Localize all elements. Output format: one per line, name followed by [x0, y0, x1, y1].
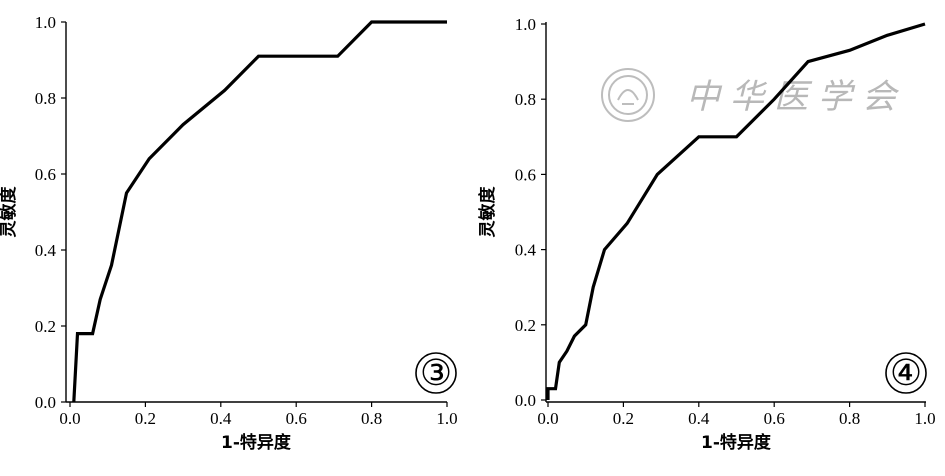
y-axis-title: 灵敏度	[477, 186, 498, 238]
x-tick-label: 0.4	[688, 409, 710, 428]
x-tick-label: 0.2	[613, 409, 634, 428]
y-tick-label: 0.8	[35, 89, 56, 108]
x-tick-label: 0.8	[839, 409, 860, 428]
x-tick-label: 1.0	[914, 409, 935, 428]
y-tick-label: 0.0	[35, 393, 56, 412]
x-tick-label: 0.0	[537, 409, 558, 428]
tick-group: 0.0 0.2 0.4 0.6 0.8 1.0 0.0 0.2 0.4 0.6 0.8 1.0	[515, 15, 936, 428]
x-tick-label: 0.0	[59, 409, 80, 428]
y-tick-label: 1.0	[35, 13, 56, 32]
society-seal-icon	[601, 68, 655, 122]
panel-label: ④	[890, 353, 922, 393]
roc-curve	[546, 22, 926, 400]
x-axis-title: 1-特异度	[221, 432, 292, 453]
panel-label-circle	[415, 352, 457, 394]
panel-label: ③	[420, 353, 452, 393]
watermark: 中华医学会	[601, 68, 906, 122]
roc-curve	[72, 20, 447, 403]
y-tick-label: 0.8	[515, 90, 536, 109]
y-tick-label: 0.6	[35, 165, 56, 184]
y-axis-title: 灵敏度	[0, 186, 19, 238]
x-tick-label: 1.0	[436, 409, 457, 428]
y-tick-label: 0.0	[515, 391, 536, 410]
roc-panel-4: 0.0 0.2 0.4 0.6 0.8 1.0 0.0 0.2 0.4 0.6 0.8 1.0 1-特…	[477, 15, 936, 453]
roc-panel-3: 0.0 0.2 0.4 0.6 0.8 1.0 0.0 0.2 0.4 0.6 0.8 1.0 1-特…	[0, 13, 458, 453]
x-tick-label: 0.8	[361, 409, 382, 428]
x-tick-label: 0.2	[135, 409, 156, 428]
x-tick-label: 0.6	[286, 409, 307, 428]
y-tick-label: 0.2	[35, 317, 56, 336]
tick-group: 0.0 0.2 0.4 0.6 0.8 1.0 0.0 0.2 0.4 0.6 0.8 1.0	[35, 13, 458, 428]
y-tick-label: 1.0	[515, 15, 536, 34]
y-tick-label: 0.6	[515, 165, 536, 184]
y-tick-label: 0.2	[515, 316, 536, 335]
x-tick-label: 0.4	[210, 409, 232, 428]
y-tick-label: 0.4	[35, 241, 57, 260]
watermark-text: 中华医学会	[686, 77, 906, 117]
x-axis-title: 1-特异度	[701, 432, 772, 453]
x-tick-label: 0.6	[764, 409, 785, 428]
panel-label-circle	[885, 352, 927, 394]
y-tick-label: 0.4	[515, 241, 537, 260]
